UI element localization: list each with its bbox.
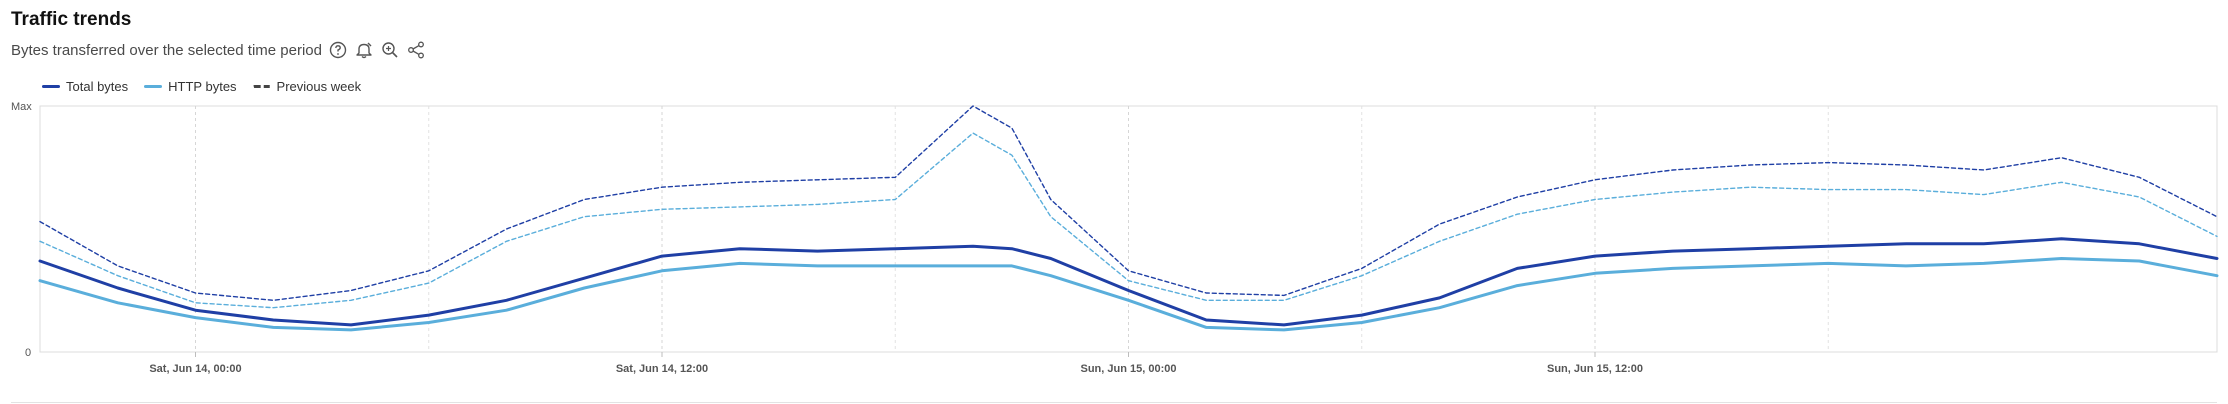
x-tick-label: Sun, Jun 15, 12:00 bbox=[1547, 363, 1643, 375]
legend-item-http-bytes[interactable]: HTTP bytes bbox=[144, 79, 237, 94]
legend-label: HTTP bytes bbox=[168, 79, 237, 94]
traffic-line-chart[interactable]: Sat, Jun 14, 00:00 Sat, Jun 14, 12:00 Sun,… bbox=[0, 96, 2228, 396]
series-line-previous-week-dashed-2 bbox=[39, 105, 2218, 302]
help-icon[interactable] bbox=[328, 40, 348, 60]
divider bbox=[11, 402, 2217, 403]
subtitle-row: Bytes transferred over the selected time… bbox=[11, 40, 426, 60]
legend-item-total-bytes[interactable]: Total bytes bbox=[42, 79, 128, 94]
legend-label: Previous week bbox=[276, 79, 362, 94]
legend-swatch bbox=[144, 85, 163, 88]
y-tick-label-min: 0 bbox=[25, 347, 31, 359]
legend-label: Total bytes bbox=[66, 79, 129, 94]
x-tick-label: Sun, Jun 15, 00:00 bbox=[1081, 363, 1177, 375]
zoom-icon[interactable] bbox=[380, 40, 400, 60]
legend-item-previous-week[interactable]: Previous week bbox=[252, 79, 362, 94]
series-line-http-bytes bbox=[38, 257, 2219, 332]
page-title: Traffic trends bbox=[11, 9, 132, 30]
chart-subtitle: Bytes transferred over the selected time… bbox=[11, 41, 322, 59]
chart-legend: Total bytes HTTP bytes Previous week bbox=[42, 79, 361, 94]
share-icon[interactable] bbox=[406, 40, 426, 60]
x-tick-label: Sat, Jun 14, 12:00 bbox=[616, 363, 708, 375]
series-line-previous-week-dashed-3 bbox=[39, 132, 2218, 309]
y-tick-label-max: Max bbox=[11, 101, 32, 113]
alert-icon[interactable] bbox=[354, 40, 374, 60]
x-tick-label: Sat, Jun 14, 00:00 bbox=[149, 363, 241, 375]
legend-swatch bbox=[42, 85, 60, 88]
series-line-total-bytes bbox=[38, 237, 2219, 327]
legend-swatch bbox=[252, 85, 271, 88]
